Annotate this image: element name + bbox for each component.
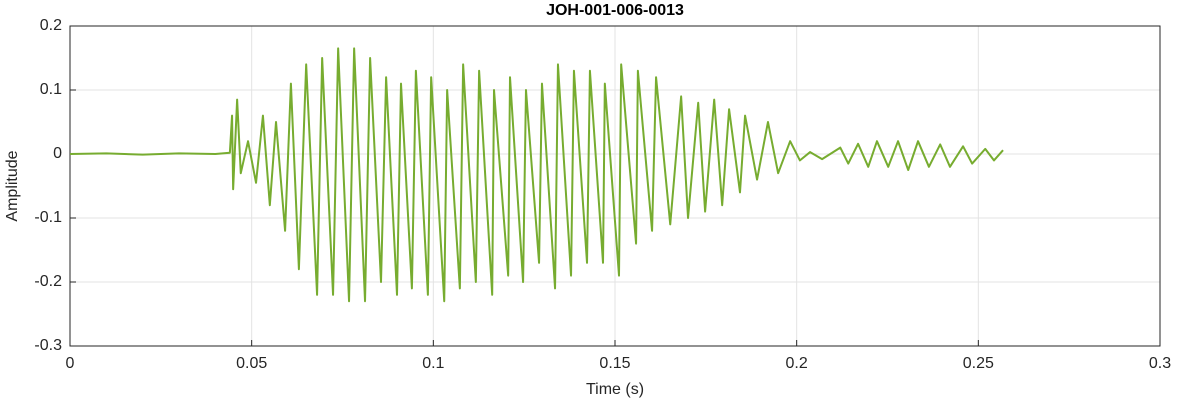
y-tick-label: 0: [53, 145, 62, 162]
y-tick-label: -0.2: [34, 273, 62, 290]
x-tick-label: 0.3: [1149, 355, 1171, 372]
y-tick-label: 0.2: [40, 17, 62, 34]
x-tick-label: 0.2: [786, 355, 808, 372]
x-tick-label: 0.15: [599, 355, 630, 372]
y-tick-label: -0.3: [34, 337, 62, 354]
plot-frame: [69, 25, 1161, 347]
x-tick-label: 0.05: [236, 355, 267, 372]
x-axis-label: Time (s): [586, 381, 644, 398]
x-tick-label: 0.25: [963, 355, 994, 372]
y-axis-label: Amplitude: [4, 150, 21, 221]
x-tick-label: 0.1: [422, 355, 444, 372]
x-tick-label: 0: [66, 355, 75, 372]
y-tick-label: 0.1: [40, 81, 62, 98]
y-tick-label: -0.1: [34, 209, 62, 226]
chart-title: JOH-001-006-0013: [546, 2, 684, 19]
waveform-line: [69, 47, 1004, 303]
